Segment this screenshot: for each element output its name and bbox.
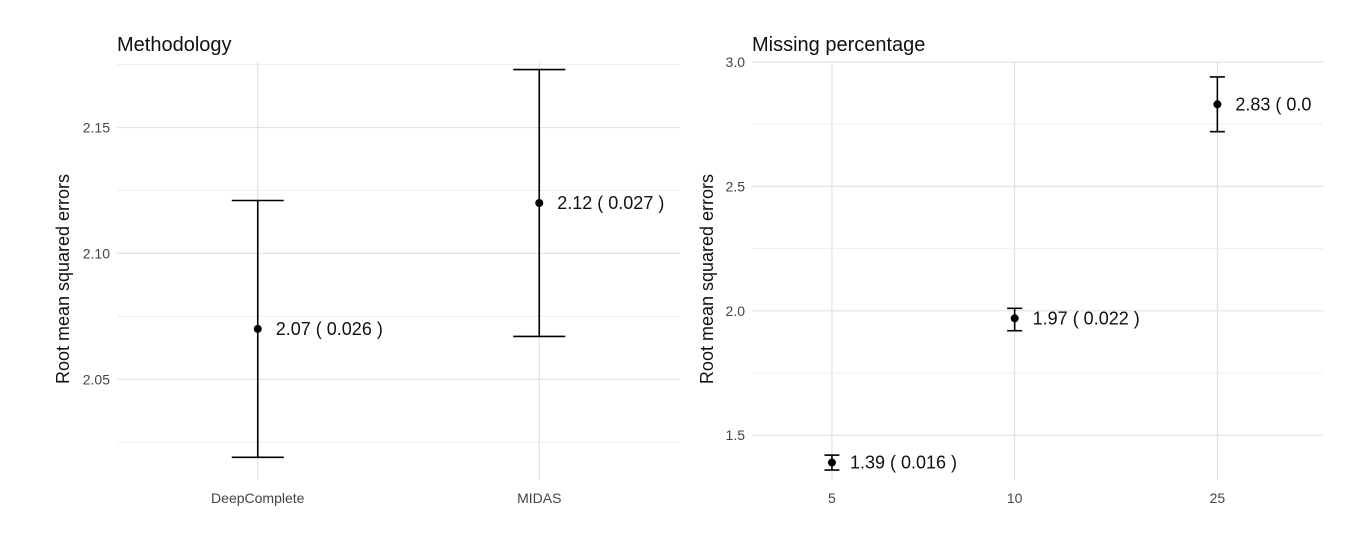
data-point <box>1010 314 1019 323</box>
y-tick-label: 2.0 <box>726 303 746 319</box>
y-tick-label: 2.5 <box>726 178 746 194</box>
data-point <box>1213 100 1222 109</box>
data-point <box>253 324 262 333</box>
y-axis-title: Root mean squared errors <box>53 174 73 384</box>
x-tick-label: MIDAS <box>517 490 561 506</box>
y-tick-label: 1.5 <box>726 427 746 443</box>
data-point <box>827 458 836 467</box>
y-tick-label: 3.0 <box>726 54 746 70</box>
x-tick-label: 25 <box>1210 490 1226 506</box>
panel-2: Missing percentage Root mean squared erro… <box>697 34 1323 506</box>
data-label: 2.07 ( 0.026 ) <box>276 319 383 339</box>
y-axis-title: Root mean squared errors <box>697 174 717 384</box>
y-tick-label: 2.05 <box>83 371 110 387</box>
x-tick-label: 10 <box>1007 490 1023 506</box>
data-point <box>535 199 544 208</box>
y-tick-label: 2.10 <box>83 245 110 261</box>
data-label: 1.97 ( 0.022 ) <box>1033 308 1140 328</box>
panel-title: Missing percentage <box>752 34 925 56</box>
panel-title: Methodology <box>117 34 232 56</box>
data-label: 2.12 ( 0.027 ) <box>557 193 664 213</box>
x-tick-label: 5 <box>828 490 836 506</box>
panel-1: Methodology Root mean squared errors 2.05 2… <box>53 34 680 506</box>
data-label: 2.83 ( 0.0 <box>1235 94 1311 114</box>
x-tick-label: DeepComplete <box>211 490 305 506</box>
data-label: 1.39 ( 0.016 ) <box>850 453 957 473</box>
y-tick-label: 2.15 <box>83 119 110 135</box>
